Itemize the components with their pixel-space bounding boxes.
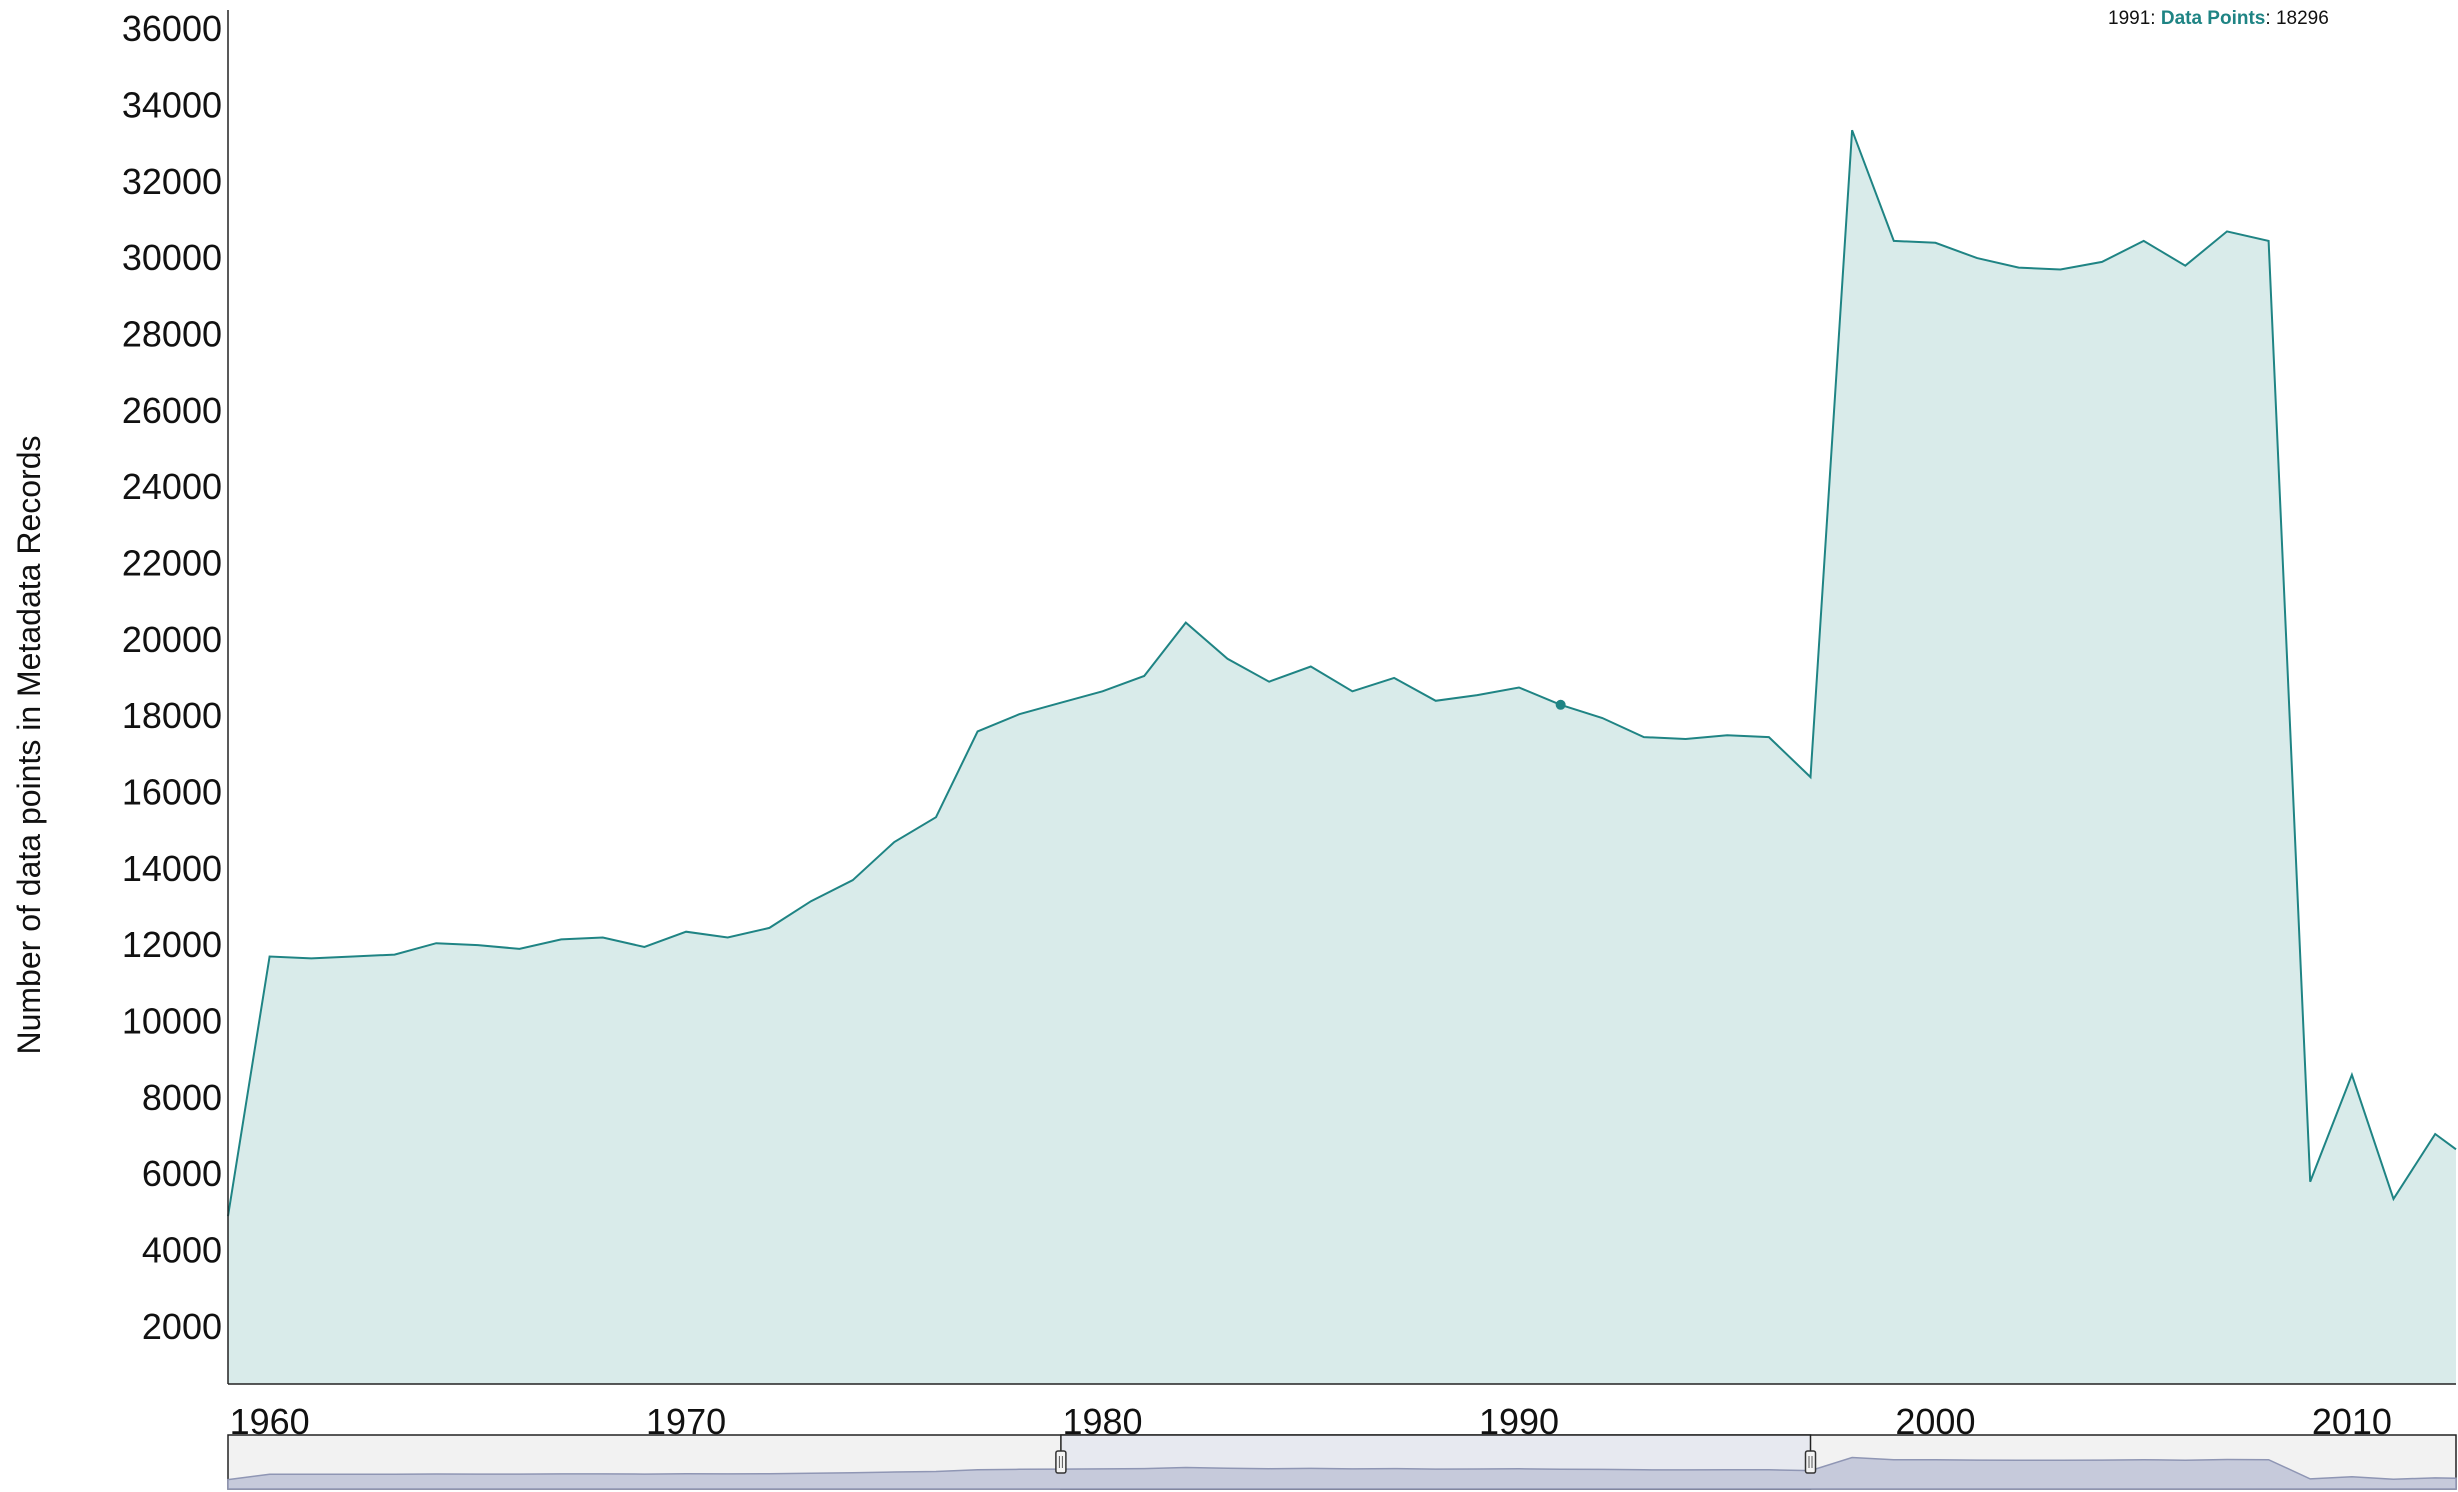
y-tick-label: 2000 xyxy=(142,1306,222,1347)
y-tick-label: 14000 xyxy=(122,848,222,889)
tooltip: 1991: Data Points: 18296 xyxy=(2108,8,2329,29)
highlighted-data-point[interactable] xyxy=(1555,699,1566,710)
y-tick-label: 26000 xyxy=(122,390,222,431)
navigator-handle-grip[interactable] xyxy=(1055,1450,1067,1474)
y-tick-label: 4000 xyxy=(142,1229,222,1270)
navigator-handle-grip[interactable] xyxy=(1804,1450,1817,1474)
x-axis: 1960 1970 1980 1990 2000 2010 xyxy=(228,1383,2456,1442)
y-tick-label: 18000 xyxy=(122,695,222,736)
series-area-fill xyxy=(228,130,2456,1385)
y-tick-labels: 2000 4000 6000 8000 10000 12000 14000 16000 1800… xyxy=(122,8,222,1347)
navigator-series-area xyxy=(227,1456,2457,1490)
series-line xyxy=(227,129,2457,1217)
tooltip-value: 18296 xyxy=(2275,8,2329,29)
y-tick-label: 16000 xyxy=(122,771,222,812)
tooltip-year: 1991 xyxy=(2108,8,2151,29)
plot-area xyxy=(227,129,2457,1385)
navigator-left-handle[interactable] xyxy=(1055,1450,1067,1474)
y-tick-label: 36000 xyxy=(122,8,222,49)
y-tick-label: 32000 xyxy=(122,161,222,202)
y-axis: 2000 4000 6000 8000 10000 12000 14000 16000 1800… xyxy=(11,8,229,1384)
y-axis-title: Number of data points in Metadata Record… xyxy=(11,436,47,1055)
tooltip-series-name: Data Points xyxy=(2160,8,2266,29)
y-tick-label: 28000 xyxy=(122,313,222,354)
navigator-right-handle[interactable] xyxy=(1804,1450,1817,1474)
y-tick-label: 20000 xyxy=(122,619,222,660)
y-tick-label: 24000 xyxy=(122,466,222,507)
y-tick-label: 12000 xyxy=(122,924,222,965)
y-tick-label: 30000 xyxy=(122,237,222,278)
y-tick-label: 10000 xyxy=(122,1000,222,1041)
y-tick-label: 8000 xyxy=(142,1077,222,1118)
navigator[interactable] xyxy=(227,1434,2457,1490)
y-tick-label: 34000 xyxy=(122,84,222,125)
y-tick-label: 6000 xyxy=(142,1153,222,1194)
y-tick-label: 22000 xyxy=(122,542,222,583)
